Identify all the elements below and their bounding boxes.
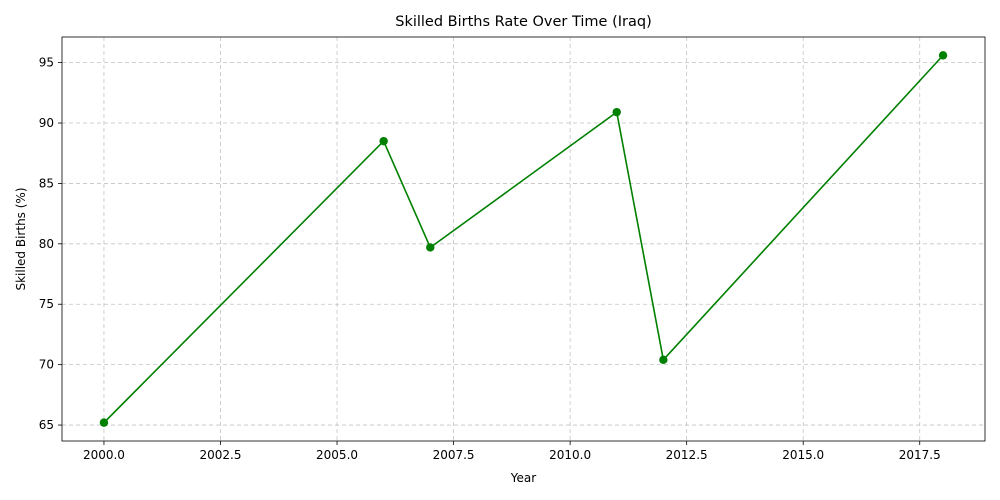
x-tick-label: 2000.0 xyxy=(83,448,125,462)
data-point xyxy=(379,136,388,146)
series-line xyxy=(103,54,944,424)
data-point xyxy=(426,243,435,252)
x-tick-label: 2017.5 xyxy=(899,448,941,462)
data-point xyxy=(659,355,668,365)
y-axis-ticks: 65 70 75 80 85 90 95 xyxy=(39,56,62,432)
chart-title: Skilled Births Rate Over Time (Iraq) xyxy=(395,14,651,30)
y-tick-label: 80 xyxy=(39,237,54,251)
data-point xyxy=(612,107,621,117)
y-tick-label: 90 xyxy=(39,116,54,130)
x-axis-label: Year xyxy=(510,471,536,485)
plot-frame xyxy=(61,36,986,442)
y-tick-label: 70 xyxy=(39,358,54,372)
series-layer xyxy=(99,51,948,427)
y-tick-label: 95 xyxy=(39,56,54,70)
y-tick-label: 85 xyxy=(39,176,54,190)
x-tick-label: 2010.0 xyxy=(549,448,591,462)
x-tick-label: 2015.0 xyxy=(782,448,824,462)
y-tick-label: 65 xyxy=(39,418,54,432)
data-point xyxy=(99,418,109,427)
grid xyxy=(62,37,985,441)
x-tick-label: 2005.0 xyxy=(316,448,358,462)
x-tick-label: 2002.5 xyxy=(199,448,241,462)
y-tick-label: 75 xyxy=(39,297,54,311)
x-tick-label: 2007.5 xyxy=(433,448,475,462)
x-tick-label: 2012.5 xyxy=(666,448,708,462)
data-point xyxy=(938,51,948,60)
y-axis-label: Skilled Births (%) xyxy=(14,187,28,290)
x-axis-ticks: 2000.0 2002.5 2005.0 2007.5 2010.0 2012.5 2015… xyxy=(83,441,941,462)
